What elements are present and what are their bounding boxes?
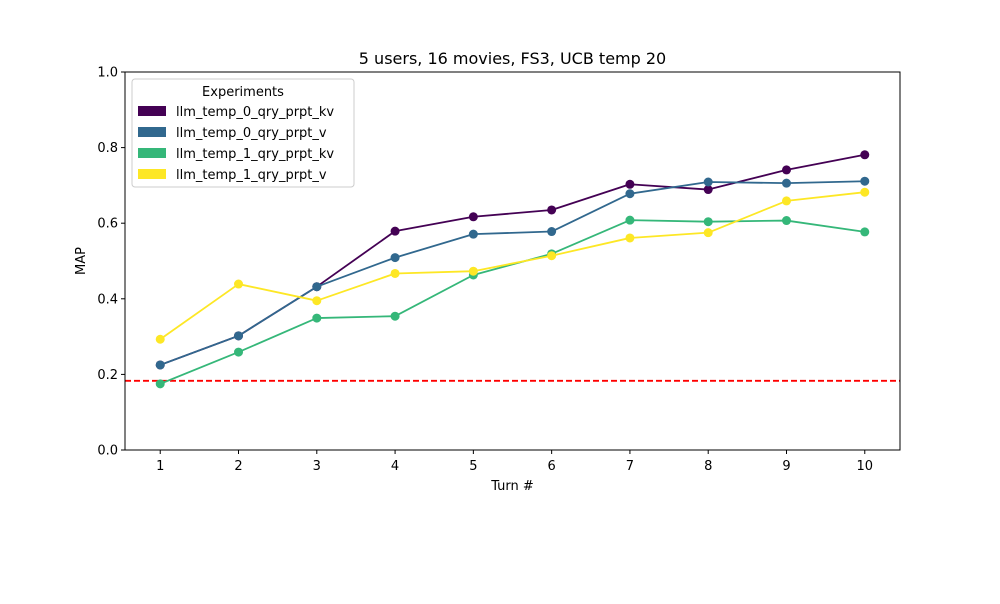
data-point	[860, 176, 870, 186]
x-tick-label: 1	[156, 459, 164, 474]
data-point	[234, 347, 244, 357]
data-point	[781, 216, 791, 226]
legend-box	[131, 78, 355, 188]
legend-label: llm_temp_0_qry_prpt_v	[176, 126, 327, 141]
legend-swatch	[138, 127, 166, 137]
y-tick-label: 0.4	[97, 292, 118, 307]
data-point	[547, 227, 557, 237]
data-point	[155, 379, 165, 389]
x-tick-label: 4	[391, 459, 399, 474]
y-tick-label: 0.6	[97, 217, 118, 232]
series-line	[159, 191, 865, 340]
data-point	[625, 215, 635, 225]
y-axis-label: MAP	[74, 247, 89, 275]
data-point	[860, 150, 870, 160]
legend-swatch	[138, 148, 166, 158]
data-point	[781, 165, 791, 175]
data-point	[625, 189, 635, 199]
data-point	[547, 205, 557, 215]
legend-entries: llm_temp_0_qry_prpt_kv llm_temp_0_qry_prp…	[138, 105, 334, 183]
legend-swatch	[138, 106, 166, 116]
data-point	[468, 266, 478, 276]
x-axis-ticks: 1 2 3 4 5 6 7 8 9 10	[156, 450, 873, 474]
legend-title: Experiments	[202, 85, 284, 100]
data-point	[312, 296, 322, 306]
data-point	[234, 279, 244, 289]
legend: Experiments llm_temp_0_qry_prpt_kvllm_te…	[131, 78, 355, 188]
data-point	[390, 311, 400, 321]
data-point	[234, 331, 244, 341]
legend-label: llm_temp_1_qry_prpt_kv	[176, 147, 334, 162]
x-tick-label: 3	[313, 459, 321, 474]
data-point	[155, 360, 165, 370]
data-point	[468, 212, 478, 222]
y-tick-label: 0.8	[97, 141, 118, 156]
data-point	[625, 179, 635, 189]
data-point	[155, 334, 165, 344]
x-tick-label: 9	[782, 459, 790, 474]
x-tick-label: 5	[469, 459, 477, 474]
series-line	[159, 180, 865, 366]
x-tick-label: 2	[234, 459, 242, 474]
y-tick-label: 0.0	[97, 444, 118, 459]
series-layer	[155, 150, 870, 389]
data-point	[703, 185, 713, 195]
data-point	[781, 178, 791, 188]
y-tick-label: 1.0	[97, 66, 118, 81]
data-point	[860, 227, 870, 237]
y-axis-ticks: 0.0 0.2 0.4 0.6 0.8 1.0	[97, 66, 125, 459]
x-tick-label: 10	[856, 459, 873, 474]
x-axis-label: Turn #	[490, 479, 534, 494]
x-tick-label: 7	[626, 459, 634, 474]
data-point	[703, 177, 713, 187]
data-point	[312, 282, 322, 292]
series-line	[159, 219, 865, 385]
data-point	[468, 229, 478, 239]
x-tick-label: 8	[704, 459, 712, 474]
x-tick-label: 6	[548, 459, 556, 474]
data-point	[390, 268, 400, 278]
chart-title: 5 users, 16 movies, FS3, UCB temp 20	[359, 49, 666, 68]
data-point	[860, 187, 870, 197]
data-point	[390, 226, 400, 236]
data-point	[781, 196, 791, 206]
axes-spines	[124, 71, 901, 451]
data-point	[390, 253, 400, 263]
legend-label: llm_temp_1_qry_prpt_v	[176, 168, 327, 183]
data-point	[625, 233, 635, 243]
legend-label: llm_temp_0_qry_prpt_kv	[176, 105, 334, 120]
data-point	[547, 251, 557, 261]
data-point	[703, 217, 713, 227]
data-point	[703, 228, 713, 238]
data-point	[312, 313, 322, 323]
legend-swatch	[138, 169, 166, 179]
axes-frame	[124, 71, 901, 451]
y-tick-label: 0.2	[97, 368, 118, 383]
series-llm_temp_1_qry_prpt_v	[155, 187, 870, 344]
series-llm_temp_0_qry_prpt_v	[155, 176, 870, 370]
